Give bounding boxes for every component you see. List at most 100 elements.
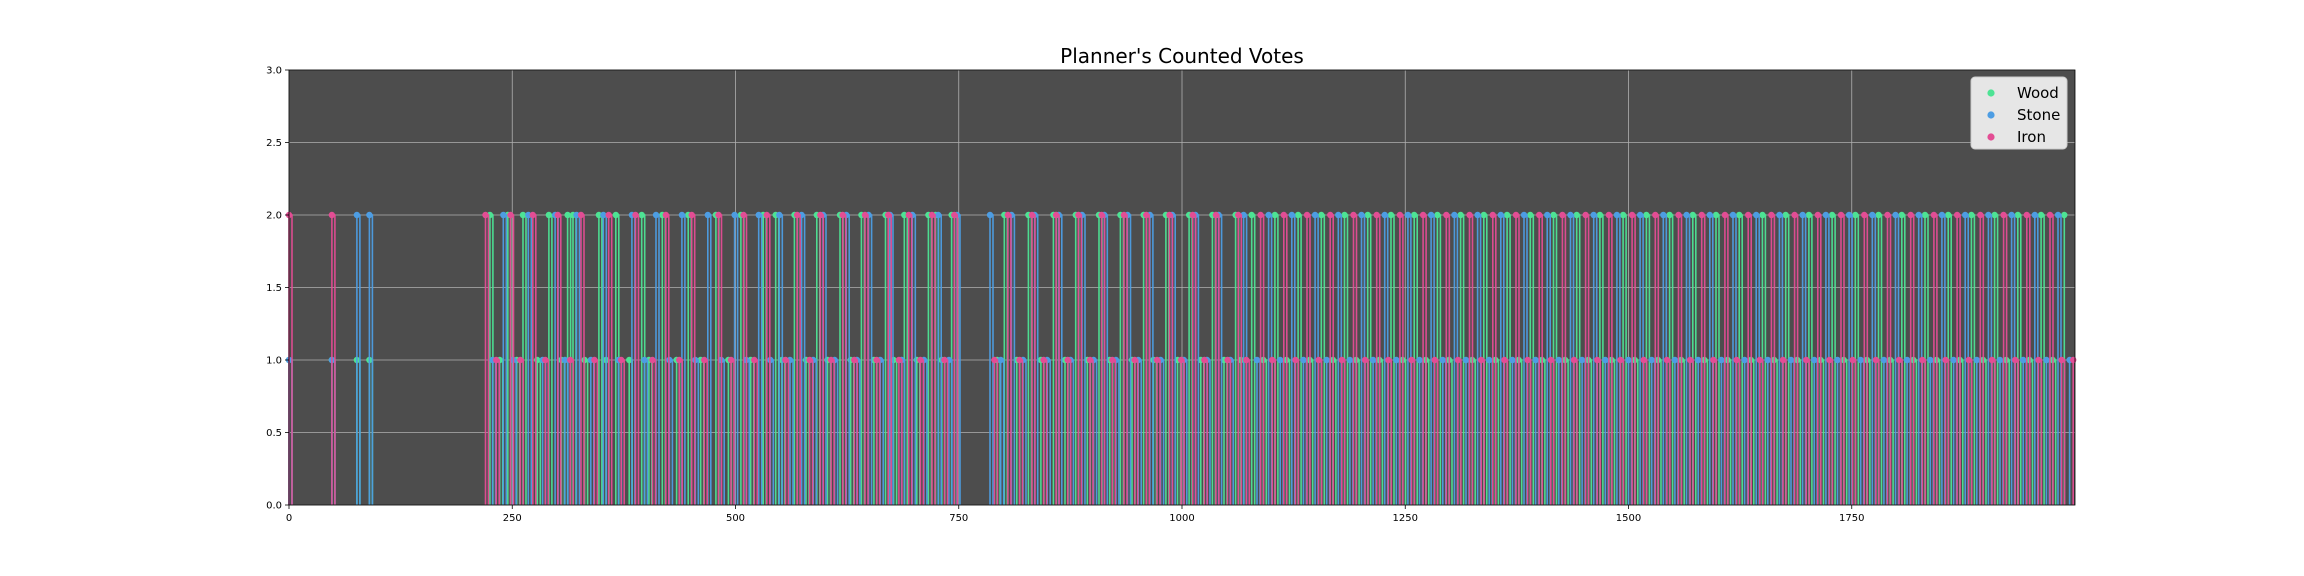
data-point <box>1988 356 1996 364</box>
series-iron <box>285 211 2077 505</box>
data-point <box>1385 356 1392 364</box>
data-point <box>1501 356 1508 364</box>
data-point <box>1845 211 1853 219</box>
data-point <box>1861 211 1868 219</box>
x-tick-label: 1250 <box>1393 513 1418 524</box>
data-point <box>1927 356 1934 364</box>
data-point <box>1776 211 1783 219</box>
y-tick-label: 3.0 <box>266 66 282 77</box>
data-point <box>482 211 489 219</box>
y-tick-label: 1.0 <box>266 356 282 367</box>
data-point <box>1536 211 1543 219</box>
data-point <box>1373 211 1380 219</box>
data-point <box>1694 356 1702 364</box>
data-point <box>763 211 770 219</box>
data-point <box>1451 211 1458 219</box>
data-point <box>1212 211 1220 219</box>
data-point <box>554 211 561 219</box>
x-axis: 0 250 500 750 1000 1250 1500 1750 <box>286 505 1864 524</box>
data-point <box>353 211 361 219</box>
data-point <box>1509 356 1516 364</box>
data-point <box>652 211 660 219</box>
data-point <box>1327 211 1334 219</box>
x-tick-label: 500 <box>726 513 745 524</box>
data-point <box>827 356 835 364</box>
data-point <box>895 356 903 364</box>
data-point <box>1892 211 1899 219</box>
data-point <box>951 211 958 219</box>
data-point <box>2011 356 2019 364</box>
data-point <box>1004 211 1012 219</box>
data-point <box>1582 211 1589 219</box>
data-point <box>1201 356 1208 364</box>
data-point <box>676 356 683 364</box>
data-point <box>901 211 908 219</box>
data-point <box>1578 356 1586 364</box>
data-point <box>662 211 670 219</box>
data-point <box>1805 211 1813 219</box>
data-point <box>2046 211 2054 219</box>
data-point <box>1338 356 1346 364</box>
data-point <box>1636 211 1644 219</box>
data-point <box>1431 356 1438 364</box>
data-point <box>1961 211 1969 219</box>
data-point <box>1474 211 1481 219</box>
data-point <box>2014 211 2022 219</box>
data-point <box>1346 356 1354 364</box>
data-point <box>1619 211 1627 219</box>
data-point <box>839 211 846 219</box>
legend-marker <box>1987 133 1995 141</box>
data-point <box>638 211 645 219</box>
data-point <box>861 211 869 219</box>
data-point <box>1869 211 1876 219</box>
data-point <box>1271 211 1279 219</box>
data-point <box>517 356 524 364</box>
data-point <box>1443 211 1450 219</box>
data-point <box>1224 356 1231 364</box>
data-point <box>2054 211 2062 219</box>
data-point <box>1235 211 1242 219</box>
data-point <box>1671 356 1679 364</box>
data-point <box>1779 356 1787 364</box>
data-point <box>1477 356 1485 364</box>
data-point <box>1177 356 1185 364</box>
data-point <box>2070 356 2077 364</box>
data-point <box>928 211 936 219</box>
data-point <box>1462 356 1470 364</box>
data-point <box>704 211 712 219</box>
data-point <box>1520 211 1528 219</box>
y-axis: 0.0 0.5 1.0 1.5 2.0 2.5 3.0 <box>266 66 2076 512</box>
x-tick-label: 750 <box>949 513 968 524</box>
data-point <box>1257 211 1264 219</box>
data-point <box>1381 211 1388 219</box>
y-tick-label: 0.5 <box>266 428 282 439</box>
data-point <box>1350 211 1357 219</box>
data-point <box>542 356 549 364</box>
data-point <box>1857 356 1864 364</box>
data-point <box>1944 211 1952 219</box>
data-point <box>1930 211 1938 219</box>
data-point <box>793 211 801 219</box>
data-point <box>1016 356 1023 364</box>
data-point <box>755 211 762 219</box>
data-point <box>1550 211 1557 219</box>
data-point <box>632 211 639 219</box>
data-point <box>1109 356 1116 364</box>
data-point <box>1075 211 1082 219</box>
data-point <box>1617 356 1624 364</box>
data-point <box>776 211 783 219</box>
data-point <box>2035 356 2042 364</box>
data-point <box>873 356 880 364</box>
legend-label: Stone <box>2017 106 2060 124</box>
x-tick-label: 1750 <box>1839 513 1864 524</box>
data-point <box>1454 356 1462 364</box>
data-point <box>1387 211 1395 219</box>
data-point <box>525 211 532 219</box>
x-tick-label: 250 <box>503 513 522 524</box>
data-point <box>1837 211 1845 219</box>
data-point <box>1942 356 1949 364</box>
data-point <box>1040 356 1047 364</box>
chart-title: Planner's Counted Votes <box>1060 44 1304 68</box>
legend-marker <box>1987 111 1995 119</box>
data-series <box>285 211 2077 505</box>
